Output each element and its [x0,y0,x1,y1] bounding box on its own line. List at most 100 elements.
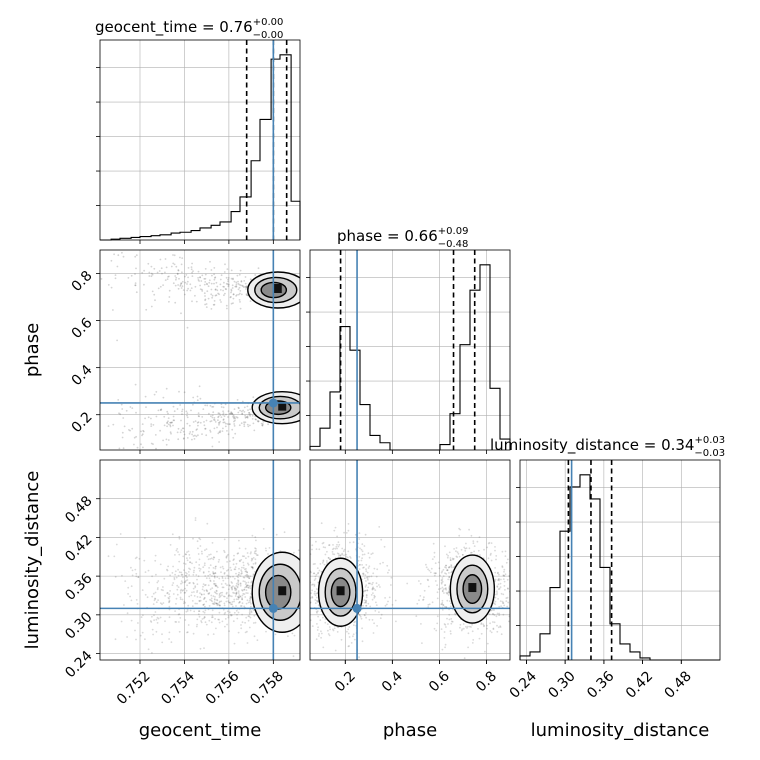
sample-point [421,642,423,644]
sample-point [497,571,499,574]
sample-point [496,590,498,593]
sample-point [229,560,231,563]
sample-point [241,597,243,599]
sample-point [239,560,241,563]
sample-point [141,434,143,437]
sample-point [249,415,252,417]
sample-point [365,612,367,614]
sample-point [230,603,232,606]
sample-point [168,289,171,292]
sample-point [134,255,137,258]
sample-point [224,618,227,620]
sample-point [147,569,150,572]
sample-point [214,592,217,594]
sample-point [367,567,370,569]
sample-point [184,553,187,556]
sample-point [181,589,184,592]
sample-point [191,433,194,436]
sample-point [186,326,189,329]
sample-point [315,548,318,550]
sample-point [246,423,249,426]
sample-point [199,284,202,287]
sample-point [214,585,217,587]
sample-point [192,632,195,635]
sample-point [483,624,485,627]
sample-point [168,631,171,634]
sample-point [315,592,318,595]
sample-point [249,413,252,416]
sample-point [186,584,189,587]
sample-point [313,592,316,595]
sample-point [224,582,227,585]
sample-point [142,429,145,432]
sample-point [218,596,221,599]
sample-point [232,436,235,439]
sample-point [147,416,150,419]
sample-point [239,292,241,295]
sample-point [358,538,361,540]
sample-point [496,624,498,627]
sample-point [124,580,127,582]
sample-point [246,584,249,587]
sample-point [390,584,392,586]
sample-point [490,552,492,555]
sample-point [178,390,180,393]
sample-point [445,626,447,628]
sample-point [262,420,265,423]
sample-point [374,589,377,591]
sample-point [360,548,363,551]
panel-frame [99,459,301,661]
sample-point [176,593,179,596]
sample-point [166,425,169,428]
y-tick-label: 0.6 [69,315,96,342]
sample-point [206,590,209,593]
sample-point [497,579,499,582]
sample-point [237,592,240,594]
sample-point [175,576,178,579]
sample-point [232,591,235,594]
sample-point [508,575,510,577]
sample-point [445,605,448,608]
sample-point [218,621,221,624]
sample-point [227,285,230,288]
sample-point [134,629,136,632]
sample-point [237,280,239,283]
sample-point [313,583,316,586]
sample-point [117,254,120,257]
sample-point [467,646,469,649]
svg-text:phase = 0.66+0.09−0.48: phase = 0.66+0.09 −0.48 [337,226,468,250]
sample-point [228,594,231,596]
sample-point [127,277,130,279]
sample-point [186,559,189,562]
sample-point [171,533,174,536]
sample-point [498,614,501,617]
sample-point [347,645,350,648]
sample-point [345,553,348,556]
sample-point [218,592,221,595]
sample-point [249,587,252,590]
sample-point [198,415,201,418]
sample-point [225,288,228,291]
sample-point [175,549,178,552]
contour-line [254,276,298,304]
sample-point [319,563,322,565]
sample-point [470,626,472,628]
sample-point [113,555,116,558]
sample-point [362,573,365,576]
sample-point [345,555,348,558]
sample-point [123,604,125,606]
sample-point [442,604,445,607]
sample-point [380,538,383,541]
sample-point [155,618,158,621]
title-label: phase [337,227,382,245]
sample-point [219,299,222,301]
sample-point [486,627,488,630]
sample-point [361,553,364,556]
sample-point [387,571,389,574]
pair-panel-geocent_time-phase [99,249,301,451]
sample-point [184,580,187,583]
sample-point [367,602,370,605]
sample-point [214,276,217,279]
sample-point [223,572,226,575]
sample-point [439,587,442,590]
